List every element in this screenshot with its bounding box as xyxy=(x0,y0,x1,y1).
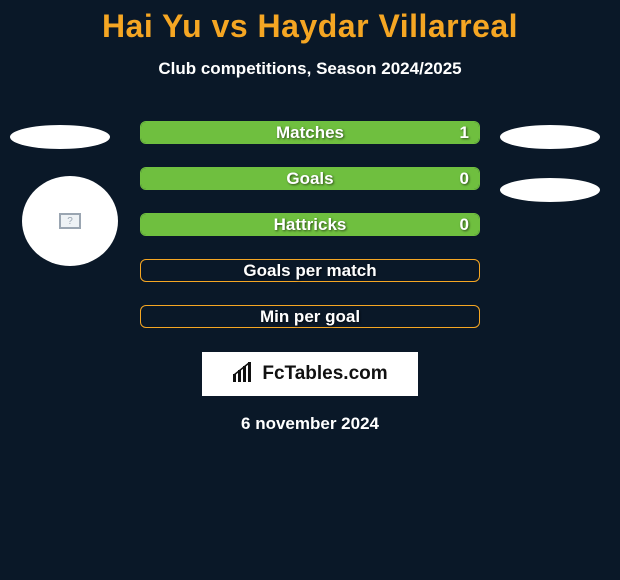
stat-row-goals-per-match: Goals per match xyxy=(140,259,480,282)
stat-label: Goals per match xyxy=(243,261,376,281)
decor-ellipse xyxy=(10,125,110,149)
stat-value-right: 1 xyxy=(460,123,469,143)
decor-ellipse xyxy=(500,178,600,202)
date-stamp: 6 november 2024 xyxy=(0,414,620,434)
stat-value-right: 0 xyxy=(460,169,469,189)
stat-row-hattricks: Hattricks 0 xyxy=(140,213,480,236)
brand-badge: FcTables.com xyxy=(202,352,418,396)
player-avatar-placeholder: ? xyxy=(22,176,118,266)
image-missing-icon: ? xyxy=(59,213,81,229)
brand-text: FcTables.com xyxy=(262,363,387,385)
page-title: Hai Yu vs Haydar Villarreal xyxy=(0,0,620,45)
bars-icon xyxy=(232,362,256,387)
stat-row-goals: Goals 0 xyxy=(140,167,480,190)
stat-row-matches: Matches 1 xyxy=(140,121,480,144)
page-subtitle: Club competitions, Season 2024/2025 xyxy=(0,59,620,79)
stat-label: Hattricks xyxy=(274,215,347,235)
stat-value-right: 0 xyxy=(460,215,469,235)
stat-label: Goals xyxy=(286,169,333,189)
decor-ellipse xyxy=(500,125,600,149)
stat-label: Min per goal xyxy=(260,307,360,327)
stat-row-min-per-goal: Min per goal xyxy=(140,305,480,328)
stat-label: Matches xyxy=(276,123,344,143)
